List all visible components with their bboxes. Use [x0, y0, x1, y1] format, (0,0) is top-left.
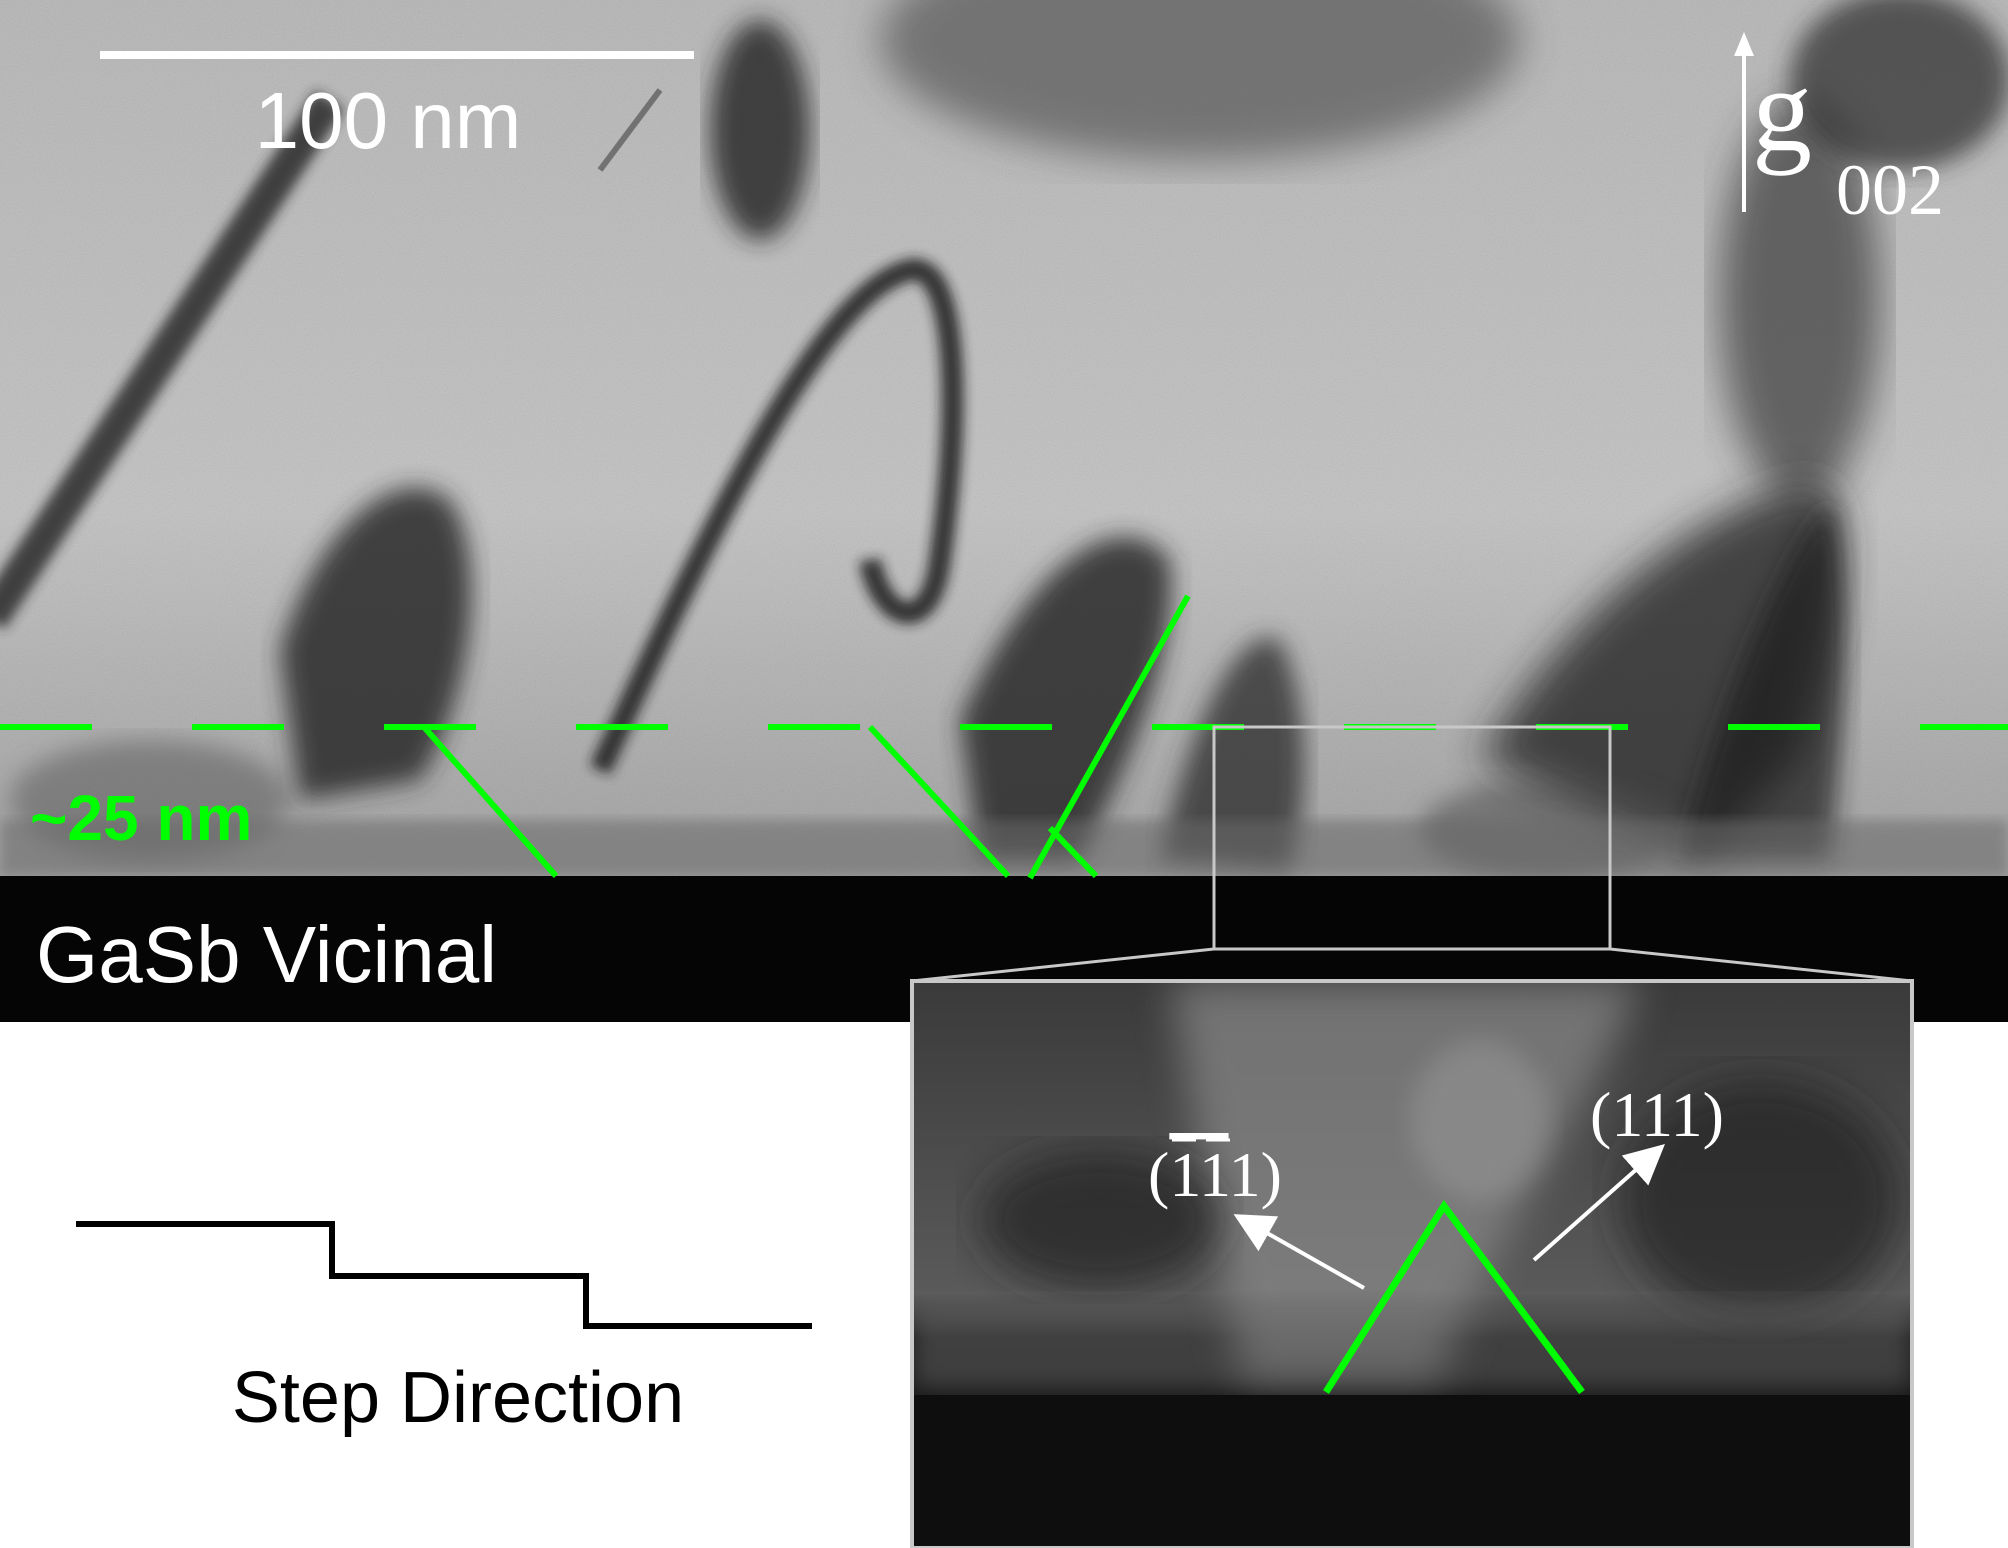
plane-trace-line [1047, 825, 1099, 879]
plane-label-right: (111) [1590, 1079, 1724, 1150]
scale-bar: 100 nm [100, 51, 694, 165]
plane-trace-line [421, 725, 559, 878]
g-vector-indicator: g 002 [1734, 32, 1944, 230]
inset-frame [910, 979, 1914, 1548]
step-direction-diagram: Step Direction [76, 1221, 812, 1438]
scale-bar-label: 100 nm [255, 76, 522, 165]
chevron-marker [1323, 1199, 1585, 1395]
step-profile-icon [76, 1221, 812, 1329]
zoom-indicator [911, 725, 1913, 983]
step-direction-label: Step Direction [232, 1358, 684, 1438]
g-vector-subscript: 002 [1836, 150, 1944, 230]
zoom-region-box [1212, 725, 1612, 951]
plane-label-left: (111) [1148, 1139, 1282, 1210]
g-vector-label: g [1752, 43, 1812, 176]
inset-panel: (111) (111) [910, 979, 1914, 1548]
green-annotations [0, 594, 2008, 880]
arrow-left-icon [1233, 1214, 1365, 1290]
thickness-label: ~25 nm [30, 782, 252, 854]
plane-trace-line [867, 724, 1011, 879]
substrate-label: GaSb Vicinal [36, 910, 497, 999]
arrow-right-icon [1532, 1144, 1665, 1262]
